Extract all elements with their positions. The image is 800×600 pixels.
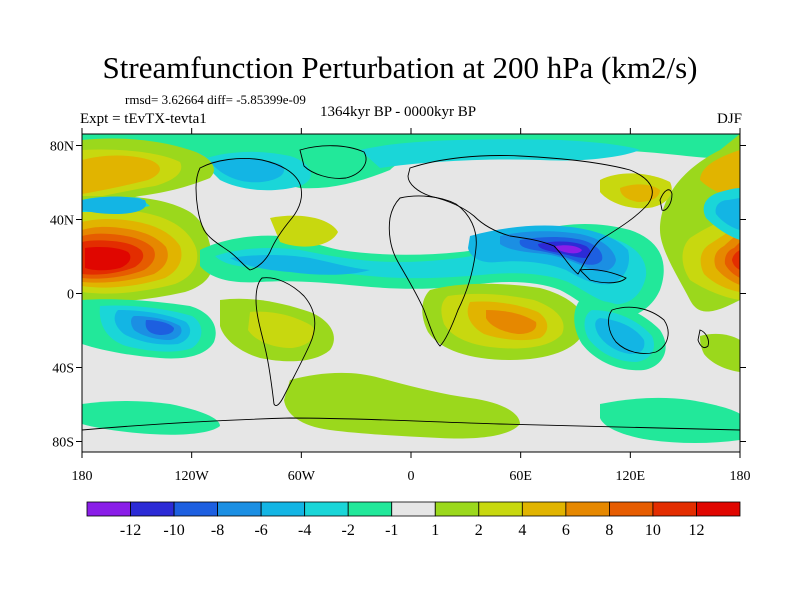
colorbar-swatch [391,501,436,517]
colorbar-label: -1 [385,522,398,539]
lat-tick-label: 40N [50,214,74,229]
lon-tick-label: 0 [408,469,415,484]
lat-tick-label: 80N [50,140,74,155]
colorbar: -12 -10 -8 -6 -4 -2 -1 1 2 4 6 8 10 12 [86,501,741,539]
lon-tick-label: 120W [175,469,210,484]
map-title: Streamfunction Perturbation at 200 hPa (… [102,50,698,85]
colorbar-label: -8 [211,522,224,539]
colorbar-label: 12 [688,522,704,539]
stats-text: rmsd= 3.62664 diff= -5.85399e-09 [125,92,306,107]
coastlines [82,145,740,431]
colorbar-label: 2 [475,522,483,539]
colorbar-label: 6 [562,522,570,539]
streamfunction-field [82,134,740,452]
latitude-ticks: 80N 40N 0 40S 80S [50,140,746,451]
colorbar-swatch [652,501,697,517]
colorbar-swatch [130,501,175,517]
colorbar-label: 4 [518,522,526,539]
lon-tick-label: 180 [72,469,93,484]
colorbar-swatch [347,501,393,517]
colorbar-label: 10 [645,522,661,539]
colorbar-label: -6 [254,522,267,539]
colorbar-swatch [521,501,567,517]
period-label: 1364kyr BP - 0000kyr BP [320,104,477,120]
colorbar-label: -10 [163,522,184,539]
experiment-label: Expt = tEvTX-tevta1 [80,111,207,127]
lon-tick-label: 120E [616,469,646,484]
colorbar-label: -4 [298,522,311,539]
colorbar-swatch [696,501,741,517]
colorbar-swatch [86,501,131,517]
colorbar-label: -2 [342,522,355,539]
colorbar-label: -12 [120,522,141,539]
lon-tick-label: 60E [509,469,532,484]
colorbar-swatch [260,501,306,517]
colorbar-swatch [304,501,349,517]
colorbar-swatch [565,501,610,517]
colorbar-swatch [173,501,218,517]
colorbar-label: 1 [431,522,439,539]
colorbar-swatch [478,501,523,517]
colorbar-swatch [434,501,480,517]
colorbar-swatch [609,501,654,517]
lat-tick-label: 80S [52,436,74,451]
lon-tick-label: 60W [288,469,316,484]
longitude-ticks: 180 120W 60W 0 60E 120E 180 [72,128,751,484]
colorbar-label: 8 [605,522,613,539]
lat-tick-label: 40S [52,362,74,377]
lon-tick-label: 180 [730,469,751,484]
colorbar-swatch [217,501,262,517]
lat-tick-label: 0 [67,288,74,303]
season-label: DJF [716,111,742,127]
